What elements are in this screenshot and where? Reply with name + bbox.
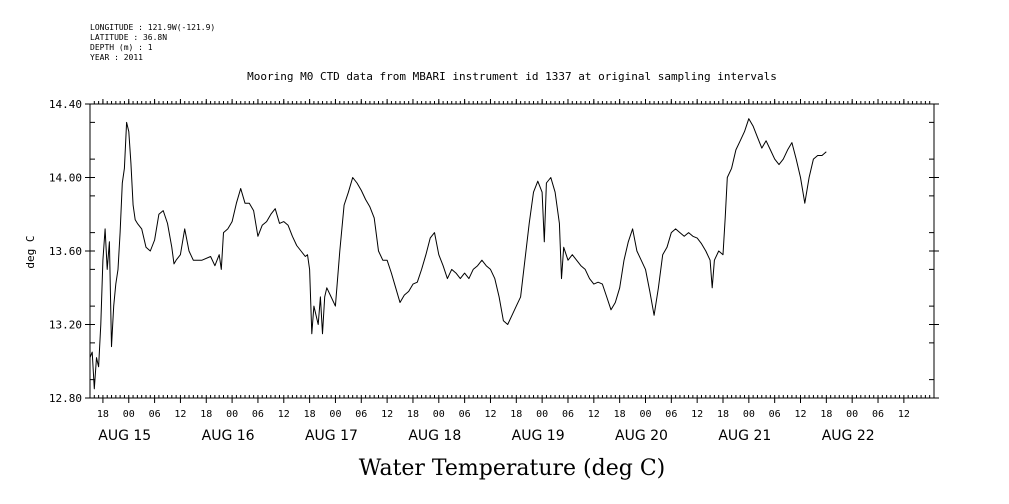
x-hour-label: 18 <box>820 409 832 420</box>
y-axis: 12.80 13.20 13.60 14.00 14.40 <box>49 98 939 405</box>
x-hour-label: 12 <box>588 409 600 420</box>
x-hour-label: 18 <box>304 409 316 420</box>
y-axis-label: deg C <box>24 235 37 268</box>
x-hour-label: 06 <box>872 409 884 420</box>
x-hour-label: 18 <box>200 409 212 420</box>
x-hour-label: 18 <box>614 409 626 420</box>
x-hour-label: 00 <box>846 409 858 420</box>
x-hour-label: 12 <box>691 409 703 420</box>
x-hour-label: 00 <box>536 409 548 420</box>
mooring-metadata: LONGITUDE : 121.9W(-121.9) LATITUDE : 36… <box>90 23 215 62</box>
x-hour-label: 06 <box>355 409 367 420</box>
x-hour-label: 00 <box>743 409 755 420</box>
x-hour-label: 00 <box>226 409 238 420</box>
depth-label: DEPTH (m) : 1 <box>90 43 153 52</box>
latitude-label: LATITUDE : 36.8N <box>90 33 167 42</box>
y-tick-label: 14.00 <box>49 172 82 185</box>
x-day-label: AUG 21 <box>718 428 771 444</box>
x-hour-label: 18 <box>717 409 729 420</box>
x-day-label: AUG 15 <box>98 428 151 444</box>
x-hour-label: 06 <box>562 409 574 420</box>
x-day-label: AUG 18 <box>408 428 461 444</box>
x-hour-label: 06 <box>149 409 161 420</box>
x-hour-label: 06 <box>252 409 264 420</box>
x-hour-label: 06 <box>459 409 471 420</box>
x-day-label: AUG 22 <box>822 428 875 444</box>
x-hour-label: 12 <box>174 409 186 420</box>
series-layer <box>89 118 827 390</box>
x-hour-label: 12 <box>278 409 290 420</box>
longitude-label: LONGITUDE : 121.9W(-121.9) <box>90 23 215 32</box>
temperature-series-line <box>89 118 827 390</box>
x-hour-label: 18 <box>97 409 109 420</box>
year-label: YEAR : 2011 <box>90 53 143 62</box>
x-hour-label: 06 <box>665 409 677 420</box>
y-tick-label: 14.40 <box>49 98 82 111</box>
x-hour-label: 18 <box>510 409 522 420</box>
x-hour-label: 00 <box>329 409 341 420</box>
x-day-label: AUG 17 <box>305 428 358 444</box>
x-hour-label: 00 <box>433 409 445 420</box>
x-hour-label: 12 <box>898 409 910 420</box>
y-tick-label: 13.60 <box>49 245 82 258</box>
x-day-label: AUG 16 <box>202 428 255 444</box>
x-axis-label: Water Temperature (deg C) <box>359 456 666 481</box>
x-axis: 18 00 06 12 18 00 06 12 18 00 06 12 18 00 06 12 18 00 06 12… <box>93 99 931 444</box>
y-tick-label: 12.80 <box>49 392 82 405</box>
x-hour-label: 12 <box>381 409 393 420</box>
x-day-label: AUG 20 <box>615 428 668 444</box>
x-hour-label: 00 <box>639 409 651 420</box>
x-day-label: AUG 19 <box>512 428 565 444</box>
plot-frame <box>89 103 935 399</box>
x-hour-label: 12 <box>794 409 806 420</box>
x-hour-label: 12 <box>484 409 496 420</box>
y-tick-label: 13.20 <box>49 319 82 332</box>
x-hour-label: 18 <box>407 409 419 420</box>
chart-title: Mooring M0 CTD data from MBARI instrumen… <box>247 70 777 83</box>
x-hour-label: 00 <box>123 409 135 420</box>
x-hour-label: 06 <box>769 409 781 420</box>
